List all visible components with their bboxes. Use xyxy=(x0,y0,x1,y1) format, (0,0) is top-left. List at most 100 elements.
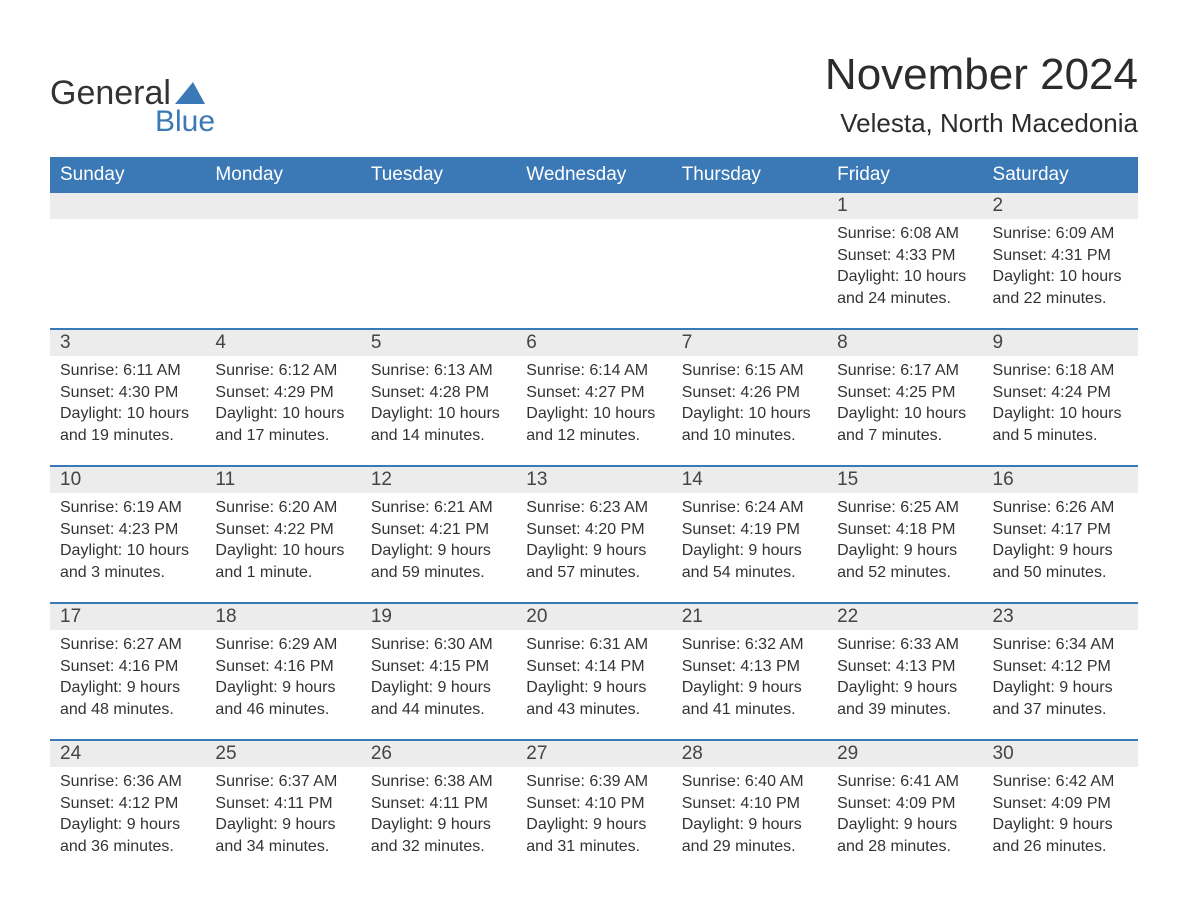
dl2-text: and 46 minutes. xyxy=(215,699,350,721)
day-cell: Sunrise: 6:08 AMSunset: 4:33 PMDaylight:… xyxy=(827,219,982,329)
sunset-text: Sunset: 4:10 PM xyxy=(526,793,661,815)
dl1-text: Daylight: 9 hours xyxy=(993,677,1128,699)
calendar-body: 12Sunrise: 6:08 AMSunset: 4:33 PMDayligh… xyxy=(50,192,1138,877)
day-cell: Sunrise: 6:29 AMSunset: 4:16 PMDaylight:… xyxy=(205,630,360,740)
sunrise-text: Sunrise: 6:37 AM xyxy=(215,771,350,793)
day-cell xyxy=(516,219,671,329)
dl2-text: and 39 minutes. xyxy=(837,699,972,721)
daynum-cell: 23 xyxy=(983,603,1138,630)
day-cell: Sunrise: 6:40 AMSunset: 4:10 PMDaylight:… xyxy=(672,767,827,877)
dl1-text: Daylight: 10 hours xyxy=(371,403,506,425)
sunset-text: Sunset: 4:10 PM xyxy=(682,793,817,815)
dl1-text: Daylight: 9 hours xyxy=(526,540,661,562)
sunrise-text: Sunrise: 6:29 AM xyxy=(215,634,350,656)
daynum-cell: 17 xyxy=(50,603,205,630)
dl1-text: Daylight: 9 hours xyxy=(60,814,195,836)
daynum-row: 10111213141516 xyxy=(50,466,1138,493)
weekday-header: Thursday xyxy=(672,158,827,192)
sunrise-text: Sunrise: 6:30 AM xyxy=(371,634,506,656)
sunrise-text: Sunrise: 6:31 AM xyxy=(526,634,661,656)
sunrise-text: Sunrise: 6:21 AM xyxy=(371,497,506,519)
dl1-text: Daylight: 9 hours xyxy=(993,814,1128,836)
dl1-text: Daylight: 9 hours xyxy=(371,814,506,836)
weekday-header: Monday xyxy=(205,158,360,192)
daynum-cell: 11 xyxy=(205,466,360,493)
sunrise-text: Sunrise: 6:08 AM xyxy=(837,223,972,245)
logo: General Blue xyxy=(50,74,215,139)
calendar-table: Sunday Monday Tuesday Wednesday Thursday… xyxy=(50,157,1138,877)
daynum-cell: 21 xyxy=(672,603,827,630)
sunset-text: Sunset: 4:24 PM xyxy=(993,382,1128,404)
weekday-header: Friday xyxy=(827,158,982,192)
daynum-row: 24252627282930 xyxy=(50,740,1138,767)
dl1-text: Daylight: 9 hours xyxy=(837,540,972,562)
sunrise-text: Sunrise: 6:18 AM xyxy=(993,360,1128,382)
sunset-text: Sunset: 4:28 PM xyxy=(371,382,506,404)
title-block: November 2024 Velesta, North Macedonia xyxy=(825,50,1138,139)
day-cell: Sunrise: 6:25 AMSunset: 4:18 PMDaylight:… xyxy=(827,493,982,603)
sunrise-text: Sunrise: 6:26 AM xyxy=(993,497,1128,519)
daynum-cell: 1 xyxy=(827,192,982,219)
sunrise-text: Sunrise: 6:14 AM xyxy=(526,360,661,382)
dl1-text: Daylight: 10 hours xyxy=(215,540,350,562)
sunrise-text: Sunrise: 6:15 AM xyxy=(682,360,817,382)
daynum-cell: 28 xyxy=(672,740,827,767)
sunrise-text: Sunrise: 6:23 AM xyxy=(526,497,661,519)
sunset-text: Sunset: 4:16 PM xyxy=(60,656,195,678)
day-cell: Sunrise: 6:34 AMSunset: 4:12 PMDaylight:… xyxy=(983,630,1138,740)
dl2-text: and 43 minutes. xyxy=(526,699,661,721)
daynum-cell: 16 xyxy=(983,466,1138,493)
sunrise-text: Sunrise: 6:42 AM xyxy=(993,771,1128,793)
sunrise-text: Sunrise: 6:36 AM xyxy=(60,771,195,793)
month-title: November 2024 xyxy=(825,50,1138,100)
day-cell: Sunrise: 6:33 AMSunset: 4:13 PMDaylight:… xyxy=(827,630,982,740)
daynum-cell: 22 xyxy=(827,603,982,630)
day-cell: Sunrise: 6:30 AMSunset: 4:15 PMDaylight:… xyxy=(361,630,516,740)
dl1-text: Daylight: 9 hours xyxy=(837,677,972,699)
dl2-text: and 7 minutes. xyxy=(837,425,972,447)
dl2-text: and 31 minutes. xyxy=(526,836,661,858)
day-cell: Sunrise: 6:09 AMSunset: 4:31 PMDaylight:… xyxy=(983,219,1138,329)
dl1-text: Daylight: 10 hours xyxy=(60,403,195,425)
sunset-text: Sunset: 4:13 PM xyxy=(837,656,972,678)
sunset-text: Sunset: 4:23 PM xyxy=(60,519,195,541)
daynum-cell: 24 xyxy=(50,740,205,767)
sunset-text: Sunset: 4:11 PM xyxy=(371,793,506,815)
daynum-row: 12 xyxy=(50,192,1138,219)
day-cell: Sunrise: 6:14 AMSunset: 4:27 PMDaylight:… xyxy=(516,356,671,466)
dl2-text: and 59 minutes. xyxy=(371,562,506,584)
day-cell: Sunrise: 6:13 AMSunset: 4:28 PMDaylight:… xyxy=(361,356,516,466)
dl2-text: and 28 minutes. xyxy=(837,836,972,858)
dl2-text: and 17 minutes. xyxy=(215,425,350,447)
day-cell: Sunrise: 6:21 AMSunset: 4:21 PMDaylight:… xyxy=(361,493,516,603)
sunrise-text: Sunrise: 6:34 AM xyxy=(993,634,1128,656)
sunset-text: Sunset: 4:15 PM xyxy=(371,656,506,678)
dl2-text: and 10 minutes. xyxy=(682,425,817,447)
daynum-cell: 6 xyxy=(516,329,671,356)
daynum-cell: 29 xyxy=(827,740,982,767)
daynum-cell: 30 xyxy=(983,740,1138,767)
daynum-row: 17181920212223 xyxy=(50,603,1138,630)
sunset-text: Sunset: 4:33 PM xyxy=(837,245,972,267)
sunrise-text: Sunrise: 6:20 AM xyxy=(215,497,350,519)
logo-text-sub: Blue xyxy=(155,105,215,139)
dl1-text: Daylight: 10 hours xyxy=(837,266,972,288)
content-row: Sunrise: 6:36 AMSunset: 4:12 PMDaylight:… xyxy=(50,767,1138,877)
sunset-text: Sunset: 4:19 PM xyxy=(682,519,817,541)
sunrise-text: Sunrise: 6:33 AM xyxy=(837,634,972,656)
dl2-text: and 34 minutes. xyxy=(215,836,350,858)
sunrise-text: Sunrise: 6:13 AM xyxy=(371,360,506,382)
sunset-text: Sunset: 4:12 PM xyxy=(60,793,195,815)
daynum-cell xyxy=(516,192,671,219)
daynum-row: 3456789 xyxy=(50,329,1138,356)
sunrise-text: Sunrise: 6:17 AM xyxy=(837,360,972,382)
daynum-cell xyxy=(205,192,360,219)
content-row: Sunrise: 6:08 AMSunset: 4:33 PMDaylight:… xyxy=(50,219,1138,329)
dl2-text: and 54 minutes. xyxy=(682,562,817,584)
sunrise-text: Sunrise: 6:09 AM xyxy=(993,223,1128,245)
daynum-cell: 7 xyxy=(672,329,827,356)
weekday-header: Sunday xyxy=(50,158,205,192)
daynum-cell: 19 xyxy=(361,603,516,630)
dl2-text: and 5 minutes. xyxy=(993,425,1128,447)
sunrise-text: Sunrise: 6:24 AM xyxy=(682,497,817,519)
